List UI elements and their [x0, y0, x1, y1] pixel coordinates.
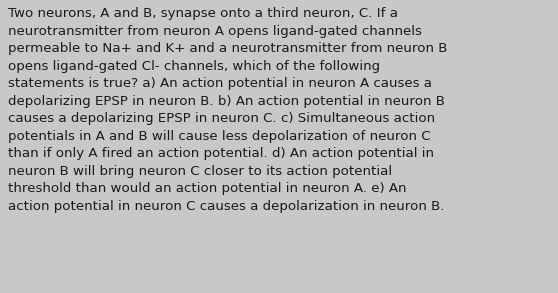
Text: Two neurons, A and B, synapse onto a third neuron, C. If a
neurotransmitter from: Two neurons, A and B, synapse onto a thi…: [8, 7, 448, 213]
